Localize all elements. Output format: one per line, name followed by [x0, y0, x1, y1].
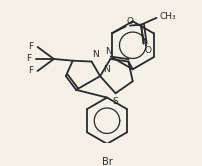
Text: N: N	[103, 65, 109, 74]
Text: S: S	[113, 97, 118, 106]
Text: F: F	[26, 54, 32, 63]
Text: O: O	[126, 17, 134, 26]
Text: F: F	[28, 42, 33, 51]
Text: Br: Br	[102, 157, 112, 166]
Text: N: N	[93, 50, 99, 59]
Text: N: N	[105, 46, 112, 56]
Text: O: O	[144, 46, 152, 55]
Text: CH₃: CH₃	[160, 12, 177, 21]
Text: F: F	[28, 66, 33, 76]
